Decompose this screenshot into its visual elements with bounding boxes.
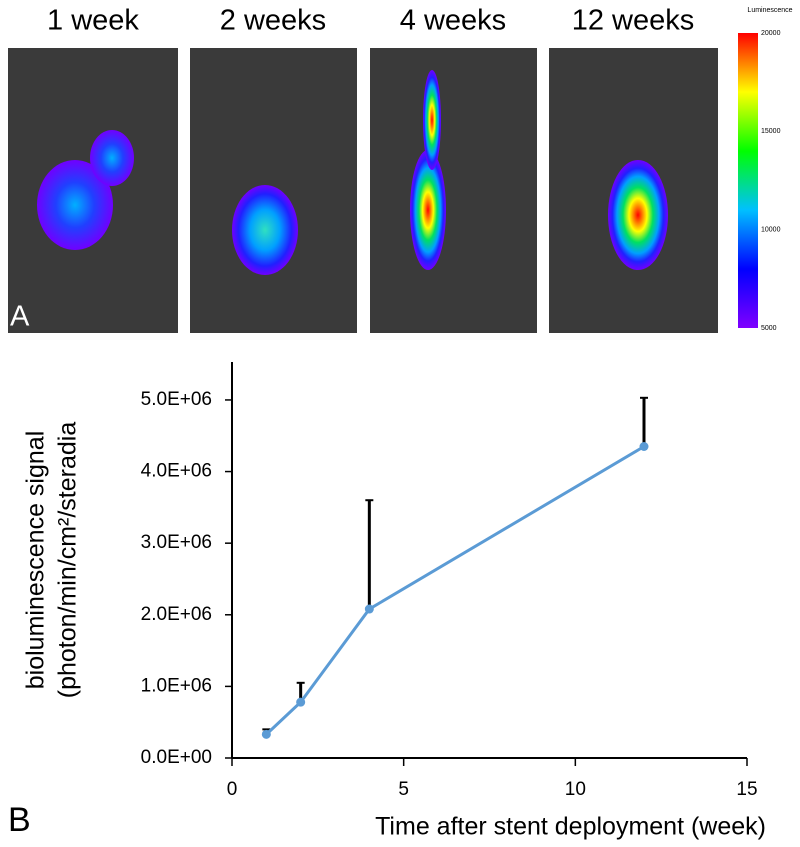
image-title: 2 weeks <box>220 5 326 37</box>
signal <box>423 70 441 170</box>
signal <box>37 160 113 250</box>
panel-label: A <box>10 301 30 333</box>
signal <box>90 130 134 186</box>
y-axis-label: (photon/min/cm²/steradia <box>54 422 82 699</box>
panel-a-images <box>8 33 758 333</box>
line <box>265 445 645 736</box>
image-title: 1 week <box>47 5 139 37</box>
point <box>364 604 374 614</box>
colorbar-tick-label: 15000 <box>761 128 781 135</box>
x-tick-label: 0 <box>227 779 238 800</box>
colorbar-tick-label: 10000 <box>761 227 781 234</box>
signal <box>608 160 668 270</box>
y-axis-label: bioluminescence signal <box>22 431 50 689</box>
y-tick-label: 0.0E+00 <box>141 747 212 768</box>
y-tick-label: 3.0E+06 <box>141 532 212 553</box>
x-tick-label: 10 <box>565 779 586 800</box>
y-tick-label: 1.0E+06 <box>141 675 212 696</box>
point <box>296 697 306 707</box>
y-tick-label: 5.0E+06 <box>141 389 212 410</box>
x-tick-label: 5 <box>398 779 409 800</box>
y-tick-label: 2.0E+06 <box>141 604 212 625</box>
point <box>261 729 271 739</box>
image-title: 12 weeks <box>572 5 695 37</box>
x-axis-label: Time after stent deployment (week) <box>375 813 766 841</box>
panel-label: B <box>8 801 31 839</box>
colorbar-title: Luminescence <box>747 7 792 14</box>
point <box>639 441 649 451</box>
signal <box>410 150 446 270</box>
y-tick-label: 4.0E+06 <box>141 461 212 482</box>
image <box>370 48 537 333</box>
colorbar <box>738 33 758 328</box>
colorbar-tick-label: 20000 <box>761 30 781 37</box>
x-tick-label: 15 <box>736 779 757 800</box>
signal <box>232 185 298 275</box>
colorbar-tick-label: 5000 <box>761 325 777 332</box>
image-title: 4 weeks <box>400 5 506 37</box>
